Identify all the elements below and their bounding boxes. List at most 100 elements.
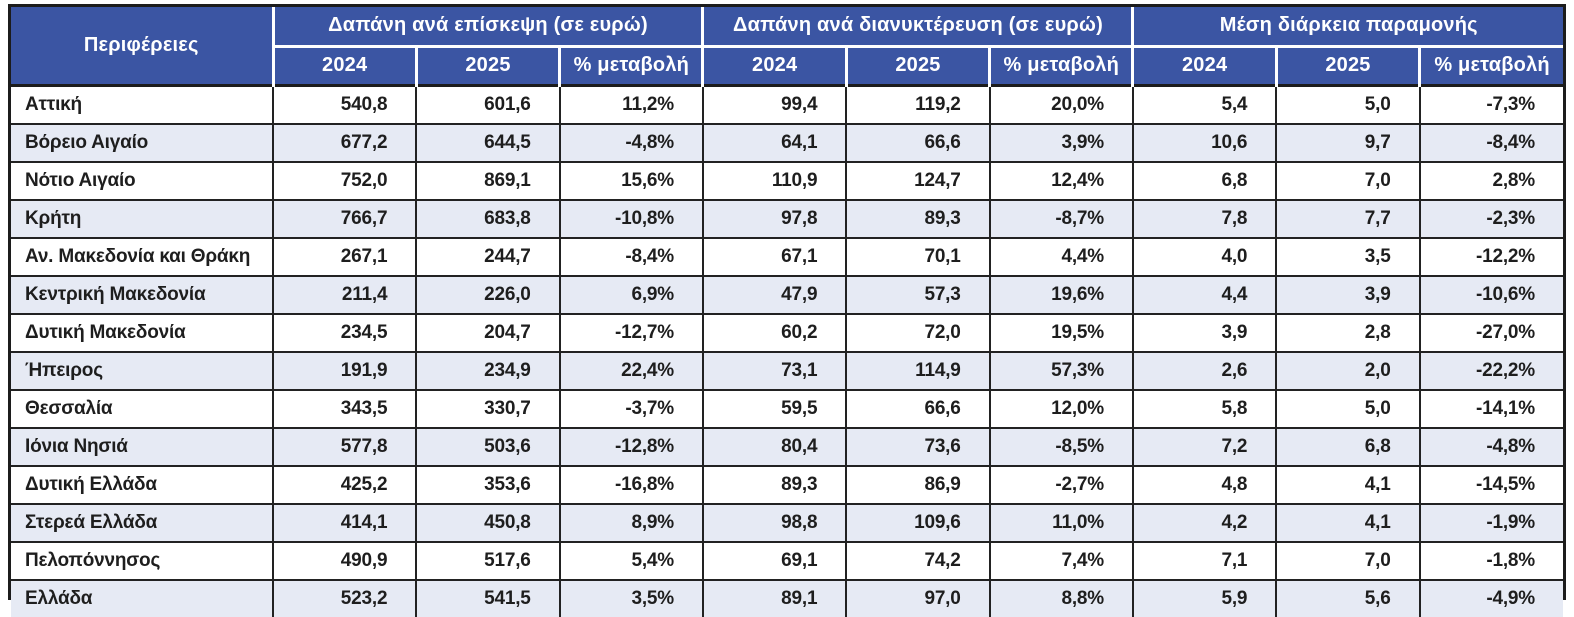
value-cell: 7,1: [1131, 540, 1278, 581]
value-cell: -14,1%: [1418, 388, 1563, 429]
value-cell: 353,6: [415, 464, 561, 505]
table-row: Κεντρική Μακεδονία 211,4 226,0 6,9% 47,9 57,3…: [11, 274, 1563, 315]
value-cell: 7,7: [1275, 198, 1421, 239]
table-row: Δυτική Ελλάδα 425,2 353,6 -16,8% 89,3 86,9 -2,…: [11, 464, 1563, 505]
value-cell: 414,1: [271, 502, 418, 543]
group-header-avg-length-of-stay: Μέση διάρκεια παραμονής: [1131, 7, 1563, 48]
value-cell: -16,8%: [558, 464, 704, 505]
value-cell: 11,2%: [558, 83, 704, 125]
value-cell: -27,0%: [1418, 312, 1563, 353]
value-cell: -10,6%: [1418, 274, 1563, 315]
value-cell: 6,8: [1131, 160, 1278, 201]
subheader-2024: 2024: [271, 44, 418, 85]
value-cell: 9,7: [1275, 122, 1421, 163]
value-cell: 66,6: [845, 388, 991, 429]
value-cell: -8,4%: [558, 236, 704, 277]
value-cell: 12,4%: [988, 160, 1134, 201]
value-cell: 5,4: [1131, 83, 1278, 125]
value-cell: -4,8%: [1418, 426, 1563, 467]
subheader-2025: 2025: [844, 44, 992, 85]
value-cell: 490,9: [271, 540, 418, 581]
value-cell: 99,4: [701, 83, 848, 125]
value-cell: 60,2: [701, 312, 848, 353]
value-cell: 234,5: [271, 312, 418, 353]
value-cell: 425,2: [271, 464, 418, 505]
value-cell: 80,4: [701, 426, 848, 467]
value-cell: -22,2%: [1418, 350, 1563, 391]
value-cell: 191,9: [271, 350, 418, 391]
value-cell: 601,6: [415, 83, 561, 125]
value-cell: 124,7: [845, 160, 991, 201]
value-cell: 4,8: [1131, 464, 1278, 505]
group-header-spend-per-visit: Δαπάνη ανά επίσκεψη (σε ευρώ): [271, 7, 705, 48]
table-row: Δυτική Μακεδονία 234,5 204,7 -12,7% 60,2 72,0…: [11, 312, 1563, 353]
region-cell: Ιόνια Νησιά: [11, 426, 274, 467]
table-row: Ελλάδα 523,2 541,5 3,5% 89,1 97,0 8,8% 5,9 5,6 -4…: [11, 578, 1563, 617]
value-cell: 2,8%: [1418, 160, 1563, 201]
table-row: Στερεά Ελλάδα 414,1 450,8 8,9% 98,8 109,6 11,0…: [11, 502, 1563, 543]
region-cell: Βόρειο Αιγαίο: [11, 122, 274, 163]
value-cell: 540,8: [271, 83, 418, 125]
value-cell: 20,0%: [988, 83, 1134, 125]
value-cell: 22,4%: [558, 350, 704, 391]
value-cell: 69,1: [701, 540, 848, 581]
value-cell: 517,6: [415, 540, 561, 581]
value-cell: 4,1: [1275, 464, 1421, 505]
value-cell: 7,0: [1275, 160, 1421, 201]
value-cell: 7,4%: [988, 540, 1134, 581]
value-cell: -12,7%: [558, 312, 704, 353]
value-cell: -8,5%: [988, 426, 1134, 467]
value-cell: 98,8: [701, 502, 848, 543]
subheader-2024: 2024: [701, 44, 848, 85]
value-cell: 97,8: [701, 198, 848, 239]
table-row: Πελοπόννησος 490,9 517,6 5,4% 69,1 74,2 7,4% 7,…: [11, 540, 1563, 581]
value-cell: -1,9%: [1418, 502, 1563, 543]
region-cell: Στερεά Ελλάδα: [11, 502, 274, 543]
value-cell: -12,2%: [1418, 236, 1563, 277]
value-cell: 752,0: [271, 160, 418, 201]
region-cell: Νότιο Αιγαίο: [11, 160, 274, 201]
value-cell: 2,8: [1275, 312, 1421, 353]
table-row: Κρήτη 766,7 683,8 -10,8% 97,8 89,3 -8,7% 7,8 7,7…: [11, 198, 1563, 239]
table-row: Αν. Μακεδονία και Θράκη 267,1 244,7 -8,4% 67…: [11, 236, 1563, 277]
value-cell: 5,0: [1275, 388, 1421, 429]
subheader-pct-change: % μεταβολή: [988, 44, 1135, 85]
value-cell: 244,7: [415, 236, 561, 277]
regions-expenditure-table-frame: Περιφέρειες Δαπάνη ανά επίσκεψη (σε ευρώ…: [8, 4, 1566, 617]
value-cell: 7,8: [1131, 198, 1278, 239]
value-cell: 3,5%: [558, 578, 704, 617]
value-cell: 330,7: [415, 388, 561, 429]
column-header-regions: Περιφέρειες: [11, 7, 275, 85]
value-cell: 523,2: [271, 578, 418, 617]
value-cell: 66,6: [845, 122, 991, 163]
subheader-pct-change: % μεταβολή: [1418, 44, 1563, 85]
value-cell: 86,9: [845, 464, 991, 505]
value-cell: 3,5: [1275, 236, 1421, 277]
value-cell: 4,2: [1131, 502, 1278, 543]
value-cell: -4,9%: [1418, 578, 1563, 617]
value-cell: 114,9: [845, 350, 991, 391]
value-cell: 5,8: [1131, 388, 1278, 429]
value-cell: 5,6: [1275, 578, 1421, 617]
region-cell: Αν. Μακεδονία και Θράκη: [11, 236, 274, 277]
value-cell: -8,7%: [988, 198, 1134, 239]
table-body: Αττική 540,8 601,6 11,2% 99,4 119,2 20,0% 5,4 5,…: [11, 83, 1563, 617]
value-cell: 234,9: [415, 350, 561, 391]
value-cell: 8,9%: [558, 502, 704, 543]
group-header-spend-per-overnight: Δαπάνη ανά διανυκτέρευση (σε ευρώ): [701, 7, 1135, 48]
table-header: Περιφέρειες Δαπάνη ανά επίσκεψη (σε ευρώ…: [11, 7, 1563, 85]
value-cell: -2,7%: [988, 464, 1134, 505]
value-cell: -1,8%: [1418, 540, 1563, 581]
value-cell: 3,9%: [988, 122, 1134, 163]
value-cell: -2,3%: [1418, 198, 1563, 239]
value-cell: 57,3: [845, 274, 991, 315]
value-cell: 2,6: [1131, 350, 1278, 391]
value-cell: 2,0: [1275, 350, 1421, 391]
value-cell: 6,9%: [558, 274, 704, 315]
table-row: Νότιο Αιγαίο 752,0 869,1 15,6% 110,9 124,7 12,…: [11, 160, 1563, 201]
value-cell: 450,8: [415, 502, 561, 543]
subheader-2025: 2025: [414, 44, 562, 85]
subheader-2024: 2024: [1131, 44, 1278, 85]
value-cell: 73,1: [701, 350, 848, 391]
